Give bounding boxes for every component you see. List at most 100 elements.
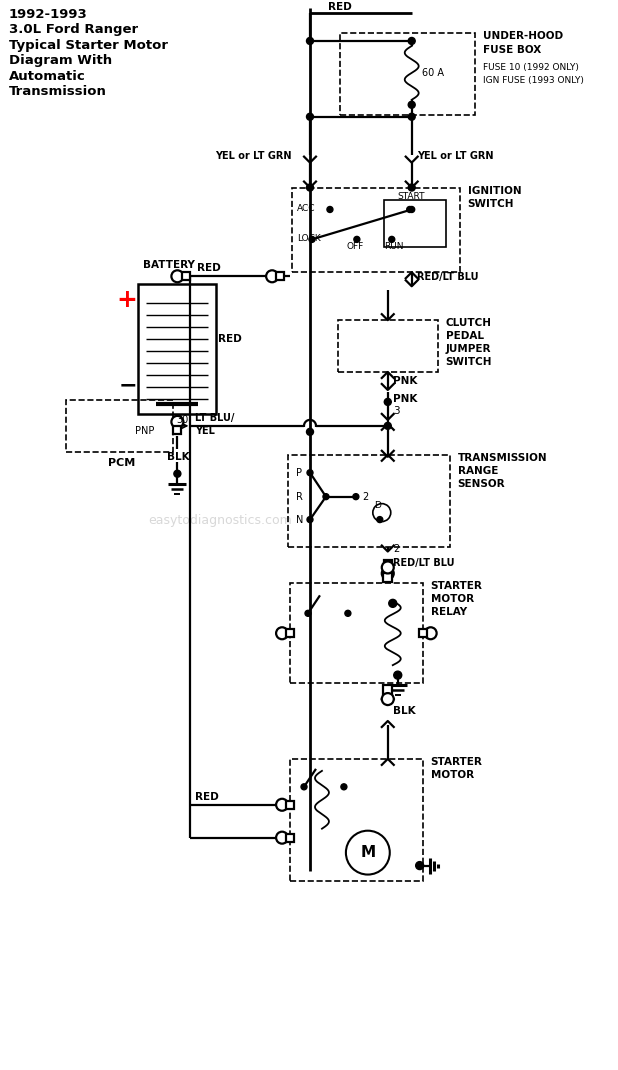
Text: YEL or LT GRN: YEL or LT GRN xyxy=(417,151,493,160)
Circle shape xyxy=(309,236,315,243)
Text: SENSOR: SENSOR xyxy=(457,478,505,489)
Text: IGNITION: IGNITION xyxy=(468,185,521,196)
Text: +: + xyxy=(117,288,137,312)
Circle shape xyxy=(382,693,394,705)
Circle shape xyxy=(353,493,359,500)
Circle shape xyxy=(307,37,313,45)
Bar xyxy=(290,759,423,881)
Text: STARTER: STARTER xyxy=(431,581,483,592)
Circle shape xyxy=(174,470,181,477)
Bar xyxy=(66,400,174,452)
Circle shape xyxy=(266,271,278,282)
Text: MOTOR: MOTOR xyxy=(431,769,474,780)
Text: BLK: BLK xyxy=(167,452,190,462)
Circle shape xyxy=(425,627,437,639)
Text: IGN FUSE (1993 ONLY): IGN FUSE (1993 ONLY) xyxy=(483,76,583,85)
Text: 3: 3 xyxy=(393,406,399,416)
Circle shape xyxy=(407,207,413,213)
Bar xyxy=(418,629,426,638)
Text: Diagram With: Diagram With xyxy=(9,55,112,67)
Text: PEDAL: PEDAL xyxy=(446,331,484,341)
Circle shape xyxy=(408,207,415,213)
Text: Typical Starter Motor: Typical Starter Motor xyxy=(9,39,168,52)
Bar xyxy=(286,629,294,638)
Text: SWITCH: SWITCH xyxy=(468,199,514,209)
Text: RUN: RUN xyxy=(384,243,404,251)
Text: easytodiagnostics.com: easytodiagnostics.com xyxy=(148,514,292,526)
Text: BATTERY: BATTERY xyxy=(143,260,195,271)
Text: PNK: PNK xyxy=(393,394,417,403)
Circle shape xyxy=(377,517,383,522)
Text: M: M xyxy=(361,844,376,859)
Text: RED: RED xyxy=(328,2,352,12)
Bar xyxy=(383,685,392,693)
Text: 30: 30 xyxy=(176,415,188,425)
Text: RELAY: RELAY xyxy=(431,608,467,617)
Circle shape xyxy=(307,517,313,522)
Circle shape xyxy=(327,207,333,213)
Bar xyxy=(383,572,392,582)
Text: 1992-1993: 1992-1993 xyxy=(9,7,88,21)
Text: PNK: PNK xyxy=(393,376,417,386)
Circle shape xyxy=(408,113,415,120)
Circle shape xyxy=(408,37,415,45)
Circle shape xyxy=(345,610,351,616)
Text: LOCK: LOCK xyxy=(297,234,321,243)
Text: START: START xyxy=(398,193,425,201)
Text: RED/LT BLU: RED/LT BLU xyxy=(393,559,454,568)
Circle shape xyxy=(307,470,313,476)
Text: D: D xyxy=(374,501,381,510)
Circle shape xyxy=(171,271,184,282)
Circle shape xyxy=(389,599,397,608)
Text: R: R xyxy=(296,491,303,502)
Text: LT BLU/: LT BLU/ xyxy=(195,413,235,423)
Text: JUMPER: JUMPER xyxy=(446,345,491,354)
Text: FUSE 10 (1992 ONLY): FUSE 10 (1992 ONLY) xyxy=(483,63,578,72)
Text: OFF: OFF xyxy=(347,243,364,251)
Text: Transmission: Transmission xyxy=(9,86,107,98)
Text: RED: RED xyxy=(195,792,219,801)
Text: Automatic: Automatic xyxy=(9,70,86,82)
Circle shape xyxy=(384,398,391,406)
Text: RED/LT BLU: RED/LT BLU xyxy=(417,272,478,282)
Circle shape xyxy=(384,423,391,429)
Bar xyxy=(286,834,294,842)
Circle shape xyxy=(301,784,307,790)
Circle shape xyxy=(389,236,395,243)
Text: MOTOR: MOTOR xyxy=(431,594,474,605)
Bar xyxy=(286,800,294,809)
Circle shape xyxy=(382,562,394,574)
Circle shape xyxy=(276,831,288,843)
Text: P: P xyxy=(296,468,302,477)
Bar xyxy=(292,187,460,272)
Text: CLUTCH: CLUTCH xyxy=(446,318,491,328)
Bar xyxy=(340,33,475,114)
Bar xyxy=(290,583,423,683)
Text: UNDER-HOOD: UNDER-HOOD xyxy=(483,31,562,41)
Circle shape xyxy=(382,567,394,580)
Text: STARTER: STARTER xyxy=(431,756,483,767)
Text: N: N xyxy=(296,515,303,524)
Circle shape xyxy=(323,493,329,500)
Text: 3.0L Ford Ranger: 3.0L Ford Ranger xyxy=(9,24,138,36)
Circle shape xyxy=(307,428,313,435)
Circle shape xyxy=(394,671,402,679)
Circle shape xyxy=(416,861,424,870)
Bar xyxy=(276,272,284,280)
Text: FUSE BOX: FUSE BOX xyxy=(483,45,541,55)
Text: PCM: PCM xyxy=(108,458,135,468)
Circle shape xyxy=(276,627,288,639)
Bar xyxy=(174,426,181,433)
Bar xyxy=(384,199,446,247)
Circle shape xyxy=(171,416,184,428)
Circle shape xyxy=(341,784,347,790)
Text: TRANSMISSION: TRANSMISSION xyxy=(457,453,547,463)
Bar xyxy=(384,561,392,568)
Text: RED: RED xyxy=(197,263,221,273)
Bar xyxy=(138,285,216,414)
Text: ACC: ACC xyxy=(297,204,316,213)
Text: YEL: YEL xyxy=(195,426,215,435)
Circle shape xyxy=(354,236,360,243)
Bar xyxy=(182,272,190,280)
Text: SWITCH: SWITCH xyxy=(446,357,492,367)
